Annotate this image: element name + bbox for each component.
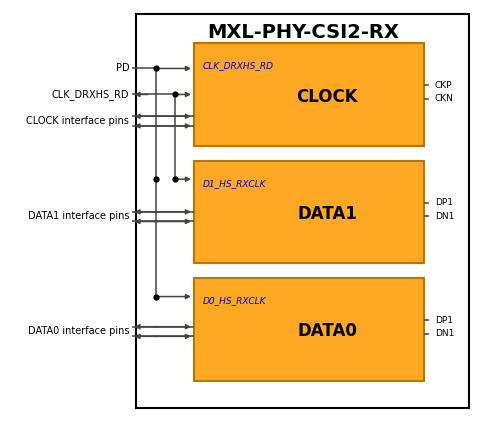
Text: CLK_DRXHS_RD: CLK_DRXHS_RD [202,62,273,70]
Text: DN1: DN1 [435,329,454,338]
Text: DATA0 interface pins: DATA0 interface pins [27,326,129,336]
Bar [136,14,469,408]
Text: DATA1 interface pins: DATA1 interface pins [27,211,129,222]
Text: DP1: DP1 [435,198,453,207]
Text: D1_HS_RXCLK: D1_HS_RXCLK [202,179,266,188]
Bar [194,278,424,381]
Text: CKN: CKN [435,95,454,103]
Text: CLK_DRXHS_RD: CLK_DRXHS_RD [51,89,129,100]
Text: DN1: DN1 [435,212,454,221]
Text: CLOCK: CLOCK [296,88,358,106]
Text: DATA1: DATA1 [297,205,357,223]
Bar [194,43,424,146]
Text: MXL-PHY-CSI2-RX: MXL-PHY-CSI2-RX [207,23,399,42]
Bar [194,161,424,263]
Text: CLOCK interface pins: CLOCK interface pins [26,116,129,126]
Text: DP1: DP1 [435,316,453,325]
Text: PD: PD [116,63,129,73]
Text: D0_HS_RXCLK: D0_HS_RXCLK [202,296,266,305]
Text: DATA0: DATA0 [297,322,357,341]
Text: CKP: CKP [435,81,452,90]
